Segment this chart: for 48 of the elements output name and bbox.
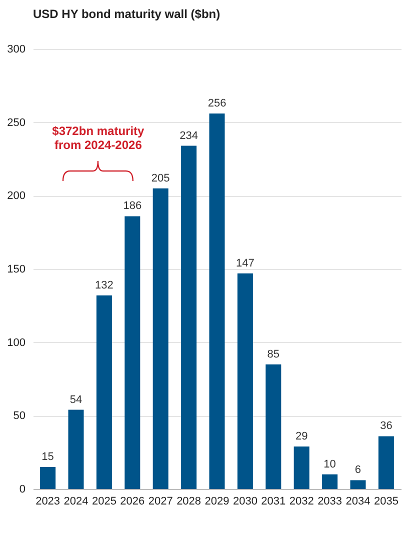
y-tick-label: 300 [7,44,26,56]
x-tick-label: 2025 [92,496,116,508]
x-tick-label: 2032 [289,496,314,508]
bar [266,364,282,489]
data-label: 205 [151,172,170,184]
bar [237,273,253,489]
data-label: 132 [95,279,114,292]
bar [350,480,366,489]
y-tick-label: 50 [13,410,26,422]
data-label: 256 [208,98,226,110]
data-label: 186 [123,200,142,212]
bar [322,474,338,489]
data-label: 85 [267,348,280,360]
bar [209,114,225,489]
bar [40,467,56,489]
bar [68,410,84,489]
x-tick-label: 2029 [204,496,230,508]
x-tick-label: 2034 [346,496,370,508]
bar [152,188,168,489]
chart-title: USD HY bond maturity wall ($bn) [33,7,220,21]
y-tick-label: 150 [7,264,26,276]
bar [124,216,140,489]
annotation: $372bn maturity from 2024-2026 [52,124,144,153]
x-tick-label: 2033 [318,496,342,508]
bar [294,446,310,489]
bar [378,436,394,489]
y-tick-label: 200 [7,190,26,202]
data-label: 10 [324,458,336,470]
data-label: 147 [236,257,254,270]
x-tick-label: 2030 [232,496,258,508]
x-tick-label: 2028 [176,496,202,508]
x-tick-label: 2027 [148,496,173,508]
y-tick-label: 100 [7,336,26,349]
data-label: 54 [70,394,82,406]
y-tick-label: 250 [7,116,26,129]
y-tick-label: 0 [19,484,26,496]
bar [96,295,112,489]
bar [181,146,197,489]
data-label: 36 [380,420,392,432]
x-tick-label: 2023 [36,496,60,508]
data-label: 15 [42,451,54,463]
x-tick-label: 2031 [261,496,286,508]
x-tick-label: 2026 [120,496,145,508]
x-tick-label: 2035 [374,496,398,508]
data-label: 234 [180,130,198,142]
data-label: 29 [295,430,308,442]
x-tick-label: 2024 [64,496,88,508]
data-label: 6 [354,464,362,476]
